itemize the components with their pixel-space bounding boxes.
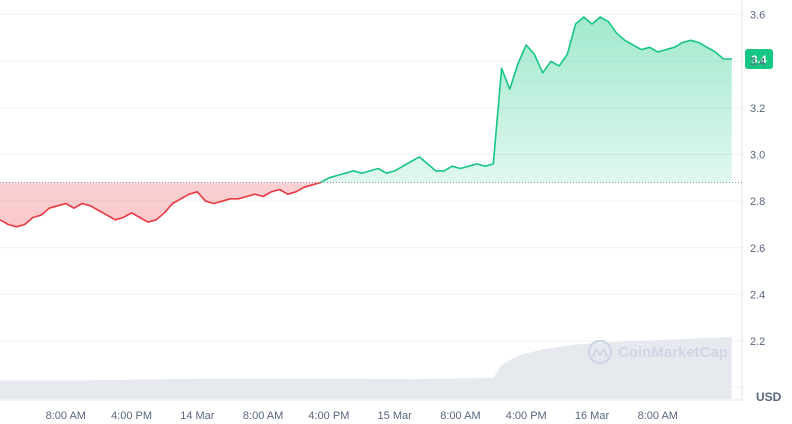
price-line-up: [317, 16, 732, 183]
price-fill-below: [0, 182, 732, 227]
y-tick-label: 2.2: [750, 336, 765, 348]
coinmarketcap-watermark: CoinMarketCap: [587, 339, 728, 365]
x-axis: 8:00 AM 4:00 PM 14 Mar 8:00 AM 4:00 PM 15 Mar…: [46, 410, 678, 422]
y-tick-label: 2.6: [750, 243, 765, 255]
y-tick-label: 2.4: [750, 289, 765, 301]
currency-unit-label: USD: [756, 390, 782, 404]
y-tick-label: 3.0: [750, 150, 765, 162]
coinmarketcap-logo-icon: [587, 339, 613, 365]
x-tick-label: 4:00 PM: [308, 410, 349, 422]
x-tick-label: 8:00 AM: [243, 410, 283, 422]
y-tick-label: 3.4: [750, 56, 765, 68]
x-tick-label: 4:00 PM: [111, 410, 152, 422]
x-tick-label: 14 Mar: [180, 410, 215, 422]
current-price-tag: 3.4: [745, 48, 773, 69]
y-tick-label: 3.2: [750, 103, 765, 115]
x-tick-label: 4:00 PM: [506, 410, 547, 422]
x-tick-label: 8:00 AM: [638, 410, 678, 422]
x-tick-label: 16 Mar: [575, 410, 610, 422]
current-price-label: 3.4: [751, 54, 767, 66]
x-tick-label: 8:00 AM: [46, 410, 86, 422]
y-tick-label: 2.8: [750, 196, 765, 208]
price-lines: [0, 16, 732, 228]
watermark-text: CoinMarketCap: [618, 344, 728, 361]
volume-area: [0, 337, 732, 399]
volume-series: [0, 337, 732, 399]
price-line-down: [0, 182, 323, 228]
x-tick-label: 8:00 AM: [440, 410, 480, 422]
price-fill: [0, 17, 732, 227]
x-tick-label: 15 Mar: [378, 410, 413, 422]
y-axis: 3.6 3.4 3.2 3.0 2.8 2.6 2.4 2.2: [750, 10, 765, 348]
price-fill-above: [320, 17, 732, 183]
y-tick-label: 3.6: [750, 10, 765, 22]
